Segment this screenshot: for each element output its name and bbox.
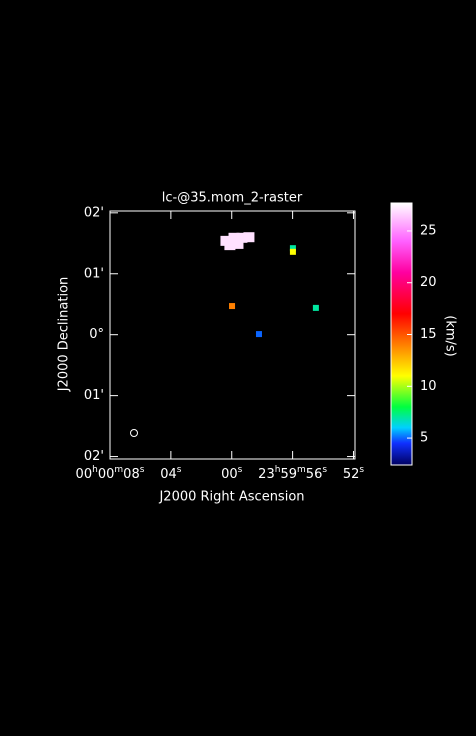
raster-pixel — [232, 238, 244, 249]
colorbar-tick-label: 20 — [420, 275, 437, 290]
y-tick-label: 02' — [84, 205, 104, 220]
raster-pixel — [289, 245, 296, 252]
colorbar-tick-label: 5 — [420, 431, 428, 446]
raster-pixel — [289, 248, 296, 255]
raster-pixel — [228, 232, 240, 243]
raster-pixel — [224, 240, 236, 251]
colorbar — [390, 202, 413, 466]
y-tick-label: 0° — [89, 327, 104, 342]
colorbar-tick-label: 15 — [420, 327, 437, 342]
colorbar-tick-label: 10 — [420, 379, 437, 394]
chart-title: lc-@35.mom_2-raster — [162, 191, 303, 206]
x-axis-label: J2000 Right Ascension — [158, 490, 304, 505]
raster-pixel — [229, 303, 236, 310]
y-tick-label: 01' — [84, 266, 104, 281]
x-tick-label: 04s — [160, 465, 182, 482]
beam — [130, 429, 138, 437]
x-tick-label: 23h59m56s — [258, 465, 327, 482]
raster-pixel — [243, 232, 255, 243]
colorbar-tick-label: 25 — [420, 223, 437, 238]
y-tick-label: 02' — [84, 449, 104, 464]
colorbar-label: (km/s) — [443, 315, 458, 357]
x-tick-label: 00h00m08s — [76, 465, 145, 482]
y-tick-label: 01' — [84, 388, 104, 403]
raster-pixel — [255, 331, 262, 338]
y-axis-label: J2000 Declination — [57, 277, 72, 393]
raster-pixel — [236, 232, 248, 243]
raster-pixel — [312, 304, 319, 311]
x-tick-label: 00s — [221, 465, 243, 482]
x-tick-label: 52s — [343, 465, 365, 482]
